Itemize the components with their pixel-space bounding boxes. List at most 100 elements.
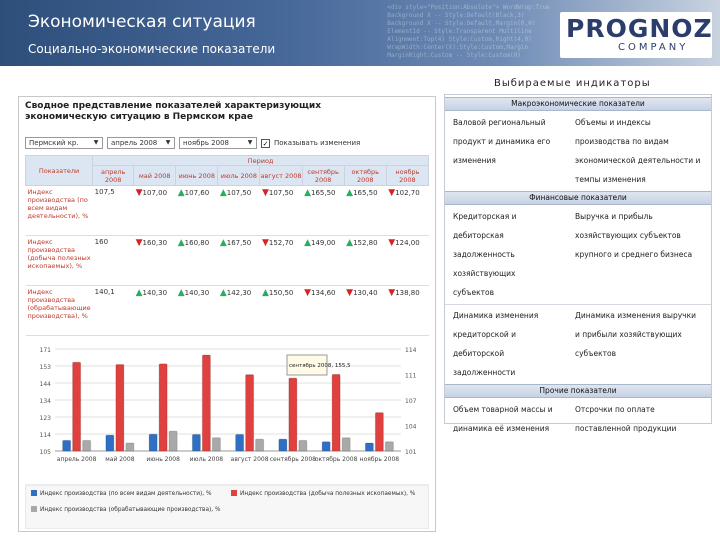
cell-value: 140,1	[94, 288, 115, 296]
indicator-link[interactable]: Динамика изменения	[453, 311, 539, 320]
col-header-month: сентябрь 2008	[301, 165, 345, 186]
indicator-link[interactable]: дебиторская	[453, 231, 504, 240]
indicator-link[interactable]: задолженность	[453, 250, 515, 259]
page-title: Экономическая ситуация	[28, 12, 256, 32]
table-cell: ▲140,30	[133, 285, 176, 336]
chart-bar	[125, 442, 135, 452]
cell-value: 142,30	[226, 289, 252, 297]
chart-tooltip-box	[286, 354, 328, 376]
indicator-link[interactable]: Объемы и индексы	[575, 118, 651, 127]
cell-value: 107,60	[184, 189, 210, 197]
arrow-up-icon: ▲	[177, 238, 185, 248]
arrow-down-icon: ▼	[388, 188, 396, 198]
arrow-down-icon: ▼	[346, 288, 354, 298]
indicator-link[interactable]: субъектов	[453, 288, 495, 297]
col-header-month: апрель 2008	[92, 165, 135, 186]
table-cell: 160	[92, 235, 134, 286]
indicator-link[interactable]: производства по видам	[575, 137, 669, 146]
cell-value: 102,70	[395, 189, 420, 197]
indicator-link[interactable]: Валовой региональный	[453, 118, 546, 127]
indicator-link[interactable]: продукт и динамика его	[453, 137, 551, 146]
cell-value: 124,00	[395, 239, 420, 247]
indicator-link[interactable]: дебиторской	[453, 349, 505, 358]
section-header: Прочие показатели	[445, 384, 711, 398]
indicator-link[interactable]: крупного и среднего бизнеса	[575, 250, 693, 259]
chart-bar	[82, 439, 92, 452]
indicator-link[interactable]: хозяйствующих субъектов	[575, 231, 681, 240]
row-indicator-name[interactable]: Индекс производства (обрабатывающие прои…	[25, 285, 93, 336]
row-indicator-name[interactable]: Индекс производства (добыча полезных иск…	[25, 235, 93, 286]
col-header-month: май 2008	[133, 165, 177, 186]
col-header-month: октябрь 2008	[343, 165, 387, 186]
indicator-link[interactable]: Кредиторская и	[453, 212, 517, 221]
indicator-link[interactable]: субъектов	[575, 349, 617, 358]
table-cell: ▼134,60	[302, 285, 345, 336]
cell-value: 167,50	[226, 239, 252, 247]
chart-bar	[384, 441, 394, 452]
indicator-link[interactable]: задолженности	[453, 368, 516, 377]
period-to-select[interactable]: ноябрь 2008 ▼	[179, 137, 257, 149]
x-tick-label: ноябрь 2008	[360, 456, 400, 463]
y-tick-left: 105	[40, 449, 52, 456]
indicator-link[interactable]: изменения	[453, 156, 496, 165]
table-cell: ▼152,70	[259, 235, 303, 286]
cell-value: 160,30	[142, 239, 168, 247]
table-cell: ▲149,00	[302, 235, 345, 286]
table-cell: 107,5	[92, 185, 134, 236]
indicator-link[interactable]: Выручка и прибыль	[575, 212, 653, 221]
chart-bar	[331, 373, 341, 452]
period-from-select[interactable]: апрель 2008 ▼	[107, 137, 175, 149]
section-header: Макроэкономические показатели	[445, 97, 711, 111]
chart-bar	[211, 437, 221, 452]
x-tick-label: апрель 2008	[57, 456, 97, 463]
cell-value: 107,00	[142, 189, 168, 197]
y-tick-left: 123	[40, 415, 52, 422]
table-cell: ▲142,30	[217, 285, 260, 336]
table-cell: ▼138,80	[386, 285, 429, 336]
indicator-link[interactable]: поставленной продукции	[575, 424, 677, 433]
indicator-link[interactable]: и прибыли хозяйствующих	[575, 330, 682, 339]
arrow-up-icon: ▲	[346, 238, 354, 248]
x-tick-label: июль 2008	[190, 456, 224, 463]
indicator-link[interactable]: кредиторской и	[453, 330, 517, 339]
cell-value: 149,00	[310, 239, 336, 247]
y-tick-left: 153	[40, 364, 52, 371]
legend-label: Индекс производства (добыча полезных иск…	[240, 491, 416, 497]
indicator-link[interactable]: Отсрочки по оплате	[575, 405, 655, 414]
show-changes-checkbox[interactable]: ✓	[261, 138, 270, 148]
region-select[interactable]: Пермский кр. ▼	[25, 137, 103, 149]
indicator-link[interactable]: Объем товарной массы и	[453, 405, 553, 414]
table-cell: ▲152,80	[344, 235, 387, 286]
x-tick-label: октябрь 2008	[315, 456, 358, 463]
indicator-link[interactable]: динамика её изменения	[453, 424, 550, 433]
cell-value: 152,70	[268, 239, 294, 247]
cell-value: 138,80	[395, 289, 420, 297]
legend-label: Индекс производства (по всем видам деяте…	[40, 491, 212, 497]
chart-bar	[191, 433, 201, 452]
chart-bar	[115, 363, 125, 452]
col-header-month: июль 2008	[217, 165, 261, 186]
row-indicator-name[interactable]: Индекс производства (по всем видам деяте…	[25, 185, 93, 236]
legend-swatch	[231, 490, 237, 496]
indicator-link[interactable]: Динамика изменения выручки	[575, 311, 696, 320]
cell-value: 140,30	[184, 289, 210, 297]
chart-bar	[341, 437, 351, 452]
logo-main: PROGNOZ	[566, 14, 713, 43]
chevron-down-icon: ▼	[93, 139, 99, 146]
indicator-link[interactable]: темпы изменения	[575, 175, 646, 184]
y-tick-left: 144	[40, 381, 52, 388]
indicator-link[interactable]: хозяйствующих	[453, 269, 516, 278]
chart-bar	[105, 434, 115, 452]
indicator-link[interactable]: экономической деятельности и	[575, 156, 701, 165]
table-cell: ▼102,70	[386, 185, 429, 236]
cell-value: 165,50	[353, 189, 378, 197]
arrow-up-icon: ▲	[177, 288, 185, 298]
header-banner: <div style="Position:Absolute"> WordWrap…	[0, 0, 720, 66]
chevron-down-icon: ▼	[247, 139, 253, 146]
chart-bar	[288, 377, 298, 452]
arrow-down-icon: ▼	[388, 238, 396, 248]
filter-bar: Пермский кр. ▼ апрель 2008 ▼ ноябрь 2008 ▼ …	[25, 137, 360, 149]
table-cell: ▲167,50	[217, 235, 260, 286]
table-cell: ▲150,50	[259, 285, 303, 336]
